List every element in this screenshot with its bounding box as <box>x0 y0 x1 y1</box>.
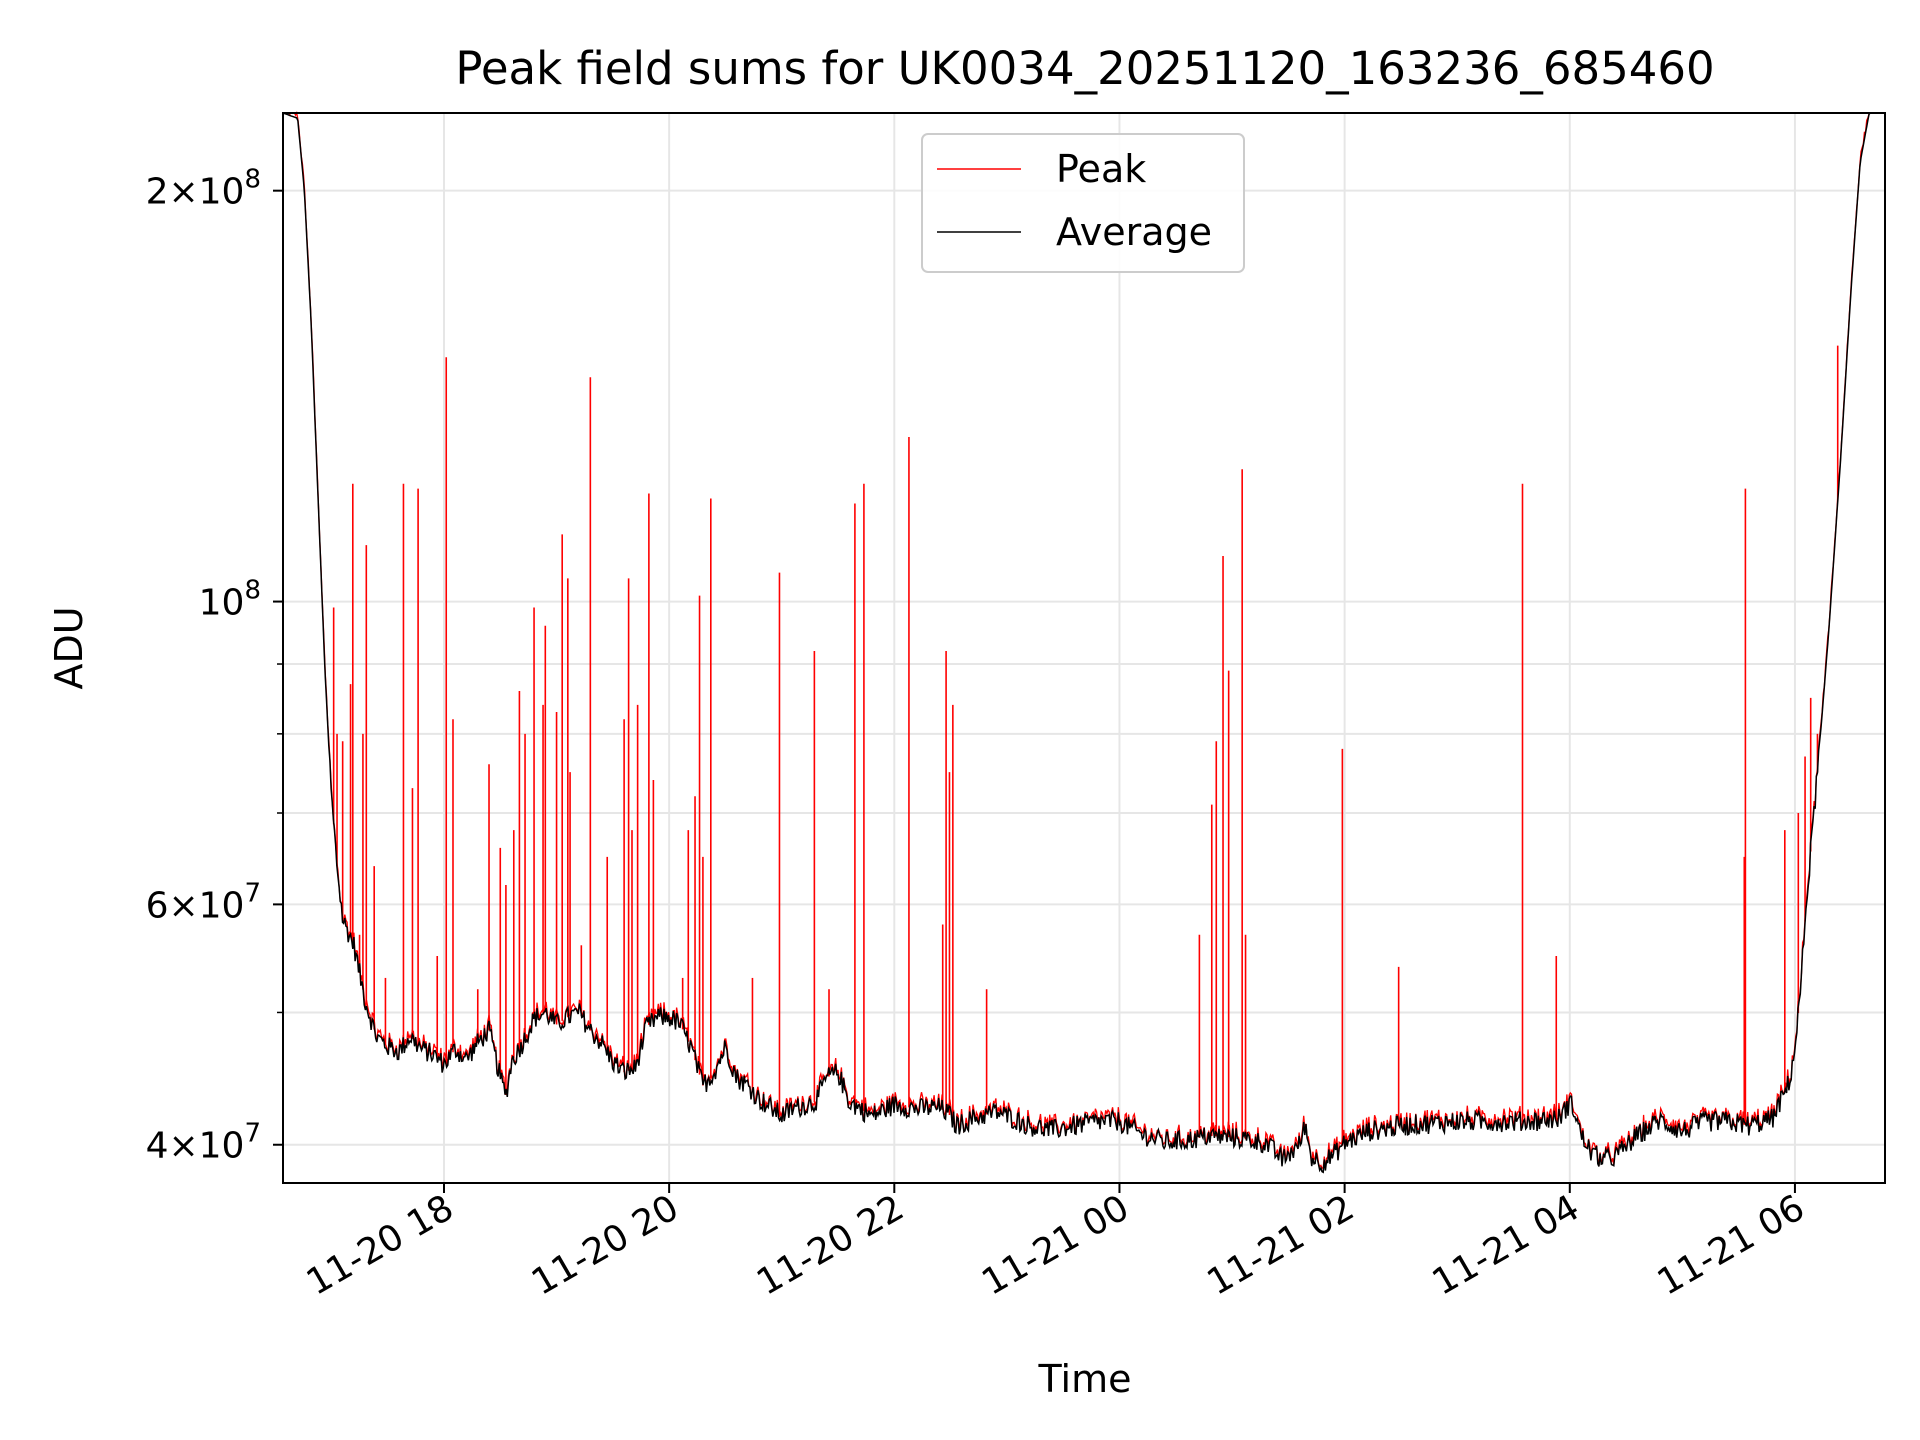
y-tick-label: 2×108 <box>146 165 261 213</box>
plot-frame <box>282 112 1886 1184</box>
chart-title: Peak field sums for UK0034_20251120_1632… <box>455 42 1714 95</box>
y-tick-label: 6×107 <box>146 878 261 926</box>
y-tick-label: 4×107 <box>146 1119 261 1167</box>
average-series-line <box>282 112 1885 1174</box>
grid <box>283 113 1885 1183</box>
plot-series <box>282 111 1885 1174</box>
legend-peak-label: Peak <box>1056 147 1146 191</box>
x-axis-label: Time <box>1038 1357 1132 1401</box>
legend-average-label: Average <box>1056 210 1212 254</box>
y-axis-label: ADU <box>47 606 91 689</box>
legend: Peak Average <box>921 133 1245 273</box>
y-tick-label: 108 <box>199 576 261 624</box>
y-axis-ticks: 4×107 6×107 108 2×108 <box>146 165 283 1167</box>
